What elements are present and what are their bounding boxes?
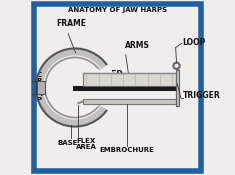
Circle shape [36,48,114,127]
Text: FLEX
AREA: FLEX AREA [76,138,97,150]
FancyBboxPatch shape [176,70,179,106]
Text: REED: REED [100,70,123,79]
Text: BASE: BASE [58,141,78,146]
FancyBboxPatch shape [37,80,45,94]
Text: ARMS: ARMS [125,41,150,50]
Text: TRIGGER: TRIGGER [183,91,220,100]
Wedge shape [75,64,116,111]
Text: EMBROCHURE: EMBROCHURE [100,147,154,153]
Text: FRAME: FRAME [56,19,86,28]
FancyBboxPatch shape [83,73,176,86]
Circle shape [43,55,107,120]
FancyBboxPatch shape [73,86,176,91]
Text: C
R
I
M
P: C R I M P [35,72,43,103]
Text: ANATOMY OF JAW HARPS: ANATOMY OF JAW HARPS [68,7,167,13]
FancyBboxPatch shape [83,99,176,104]
Wedge shape [75,68,105,107]
Text: LOOP: LOOP [183,38,206,47]
